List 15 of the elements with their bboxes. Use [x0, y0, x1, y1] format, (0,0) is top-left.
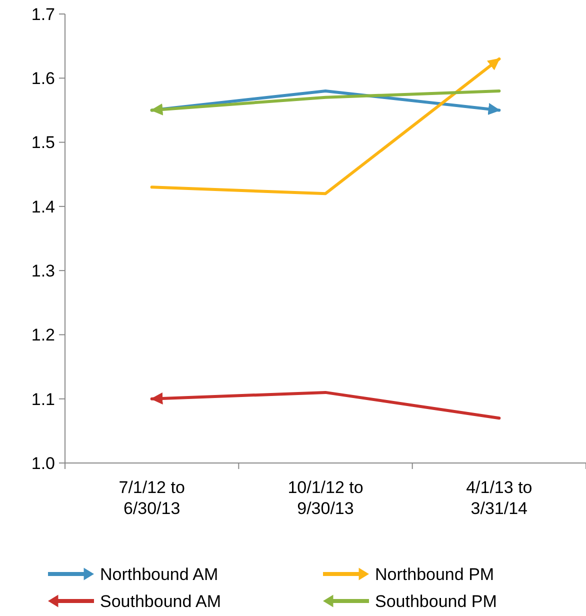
legend-label: Southbound PM [375, 592, 497, 611]
y-tick-label: 1.6 [31, 69, 55, 88]
y-tick-label: 1.3 [31, 262, 55, 281]
y-tick-label: 1.0 [31, 454, 55, 473]
legend-label: Northbound PM [375, 564, 494, 584]
y-tick-label: 1.7 [31, 4, 55, 24]
y-tick-label: 1.4 [31, 197, 55, 216]
y-tick-label: 1.2 [31, 326, 55, 345]
x-tick-label: 4/1/13 to 3/31/14 [466, 478, 532, 518]
y-tick-label: 1.1 [31, 390, 55, 409]
y-tick-label: 1.5 [31, 133, 55, 152]
x-tick-label: 10/1/12 to 9/30/13 [288, 478, 364, 518]
legend-label: Northbound AM [100, 564, 218, 584]
x-tick-label: 7/1/12 to 6/30/13 [118, 478, 185, 518]
legend-label: Southbound AM [100, 592, 221, 611]
